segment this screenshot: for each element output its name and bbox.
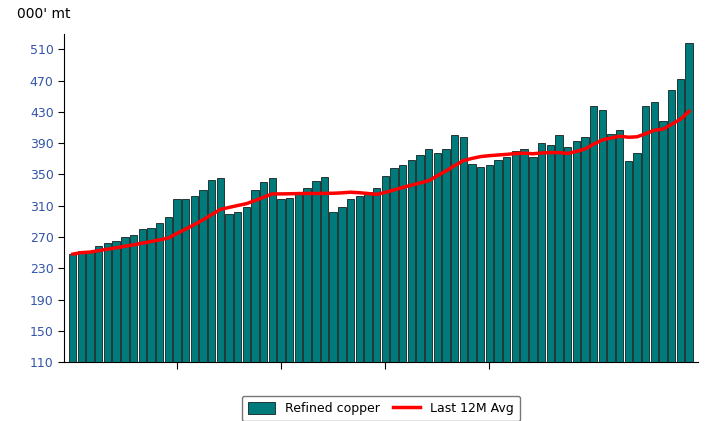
Bar: [216, 179, 224, 421]
Bar: [225, 213, 233, 421]
Bar: [468, 164, 476, 421]
Bar: [624, 161, 632, 421]
Bar: [668, 90, 676, 421]
Bar: [182, 200, 189, 421]
Bar: [156, 223, 163, 421]
Bar: [616, 130, 623, 421]
Bar: [112, 241, 120, 421]
Bar: [355, 196, 363, 421]
Bar: [590, 107, 597, 421]
Bar: [676, 79, 684, 421]
Bar: [417, 155, 424, 421]
Bar: [139, 229, 146, 421]
Bar: [243, 207, 250, 421]
Bar: [425, 149, 432, 421]
Bar: [607, 134, 614, 421]
Bar: [529, 157, 537, 421]
Bar: [547, 145, 554, 421]
Bar: [173, 200, 181, 421]
Bar: [494, 160, 502, 421]
Bar: [442, 149, 450, 421]
Bar: [503, 157, 511, 421]
Bar: [390, 168, 397, 421]
Bar: [312, 181, 320, 421]
Bar: [407, 160, 415, 421]
Bar: [121, 237, 129, 421]
Bar: [477, 167, 484, 421]
Bar: [399, 165, 407, 421]
Text: 000' mt: 000' mt: [16, 8, 70, 21]
Bar: [303, 189, 311, 421]
Bar: [164, 217, 172, 421]
Bar: [330, 212, 337, 421]
Bar: [651, 102, 658, 421]
Bar: [581, 137, 589, 421]
Bar: [599, 110, 606, 421]
Bar: [347, 200, 355, 421]
Legend: Refined copper, Last 12M Avg: Refined copper, Last 12M Avg: [241, 396, 520, 421]
Bar: [147, 228, 155, 421]
Bar: [78, 251, 85, 421]
Bar: [686, 43, 693, 421]
Bar: [95, 246, 103, 421]
Bar: [659, 121, 666, 421]
Bar: [251, 190, 258, 421]
Bar: [520, 149, 528, 421]
Bar: [642, 107, 649, 421]
Bar: [321, 177, 328, 421]
Bar: [460, 137, 467, 421]
Bar: [260, 182, 268, 421]
Bar: [382, 176, 389, 421]
Bar: [486, 165, 493, 421]
Bar: [278, 200, 285, 421]
Bar: [199, 190, 206, 421]
Bar: [572, 141, 580, 421]
Bar: [564, 147, 571, 421]
Bar: [451, 135, 459, 421]
Bar: [234, 212, 241, 421]
Bar: [191, 196, 198, 421]
Bar: [268, 179, 276, 421]
Bar: [69, 254, 76, 421]
Bar: [130, 235, 137, 421]
Bar: [365, 192, 372, 421]
Bar: [538, 143, 545, 421]
Bar: [434, 152, 441, 421]
Bar: [208, 180, 215, 421]
Bar: [555, 135, 562, 421]
Bar: [104, 243, 111, 421]
Bar: [286, 198, 293, 421]
Bar: [633, 152, 641, 421]
Bar: [338, 207, 345, 421]
Bar: [86, 251, 94, 421]
Bar: [512, 151, 519, 421]
Bar: [373, 189, 380, 421]
Bar: [295, 194, 302, 421]
